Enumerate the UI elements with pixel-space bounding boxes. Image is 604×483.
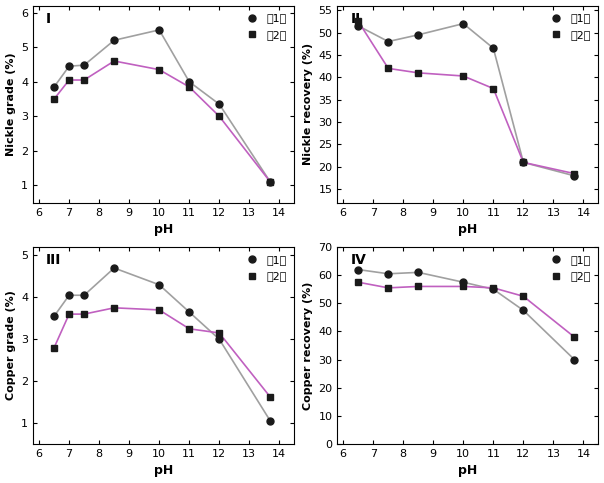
第1组 [415,270,422,275]
Legend: 第1组, 第2组: 第1组, 第2组 [239,253,289,284]
第2组 [216,330,223,336]
第1组 [80,62,88,68]
Line: 第2组: 第2组 [51,305,274,400]
Legend: 第1组, 第2组: 第1组, 第2组 [542,11,593,43]
X-axis label: pH: pH [154,465,173,477]
第1组 [520,159,527,165]
第1组 [460,279,467,285]
第2组 [65,311,72,317]
Y-axis label: Nickle recovery (%): Nickle recovery (%) [303,43,313,165]
第1组 [267,418,274,424]
X-axis label: pH: pH [458,223,477,236]
Legend: 第1组, 第2组: 第1组, 第2组 [239,11,289,43]
第1组 [111,265,118,271]
第1组 [571,357,578,363]
第1组 [385,39,392,44]
第1组 [185,309,193,315]
Line: 第2组: 第2组 [355,18,577,177]
第2组 [355,18,362,24]
第1组 [355,267,362,272]
第2组 [216,114,223,119]
第1组 [185,79,193,85]
第2组 [415,70,422,76]
第2组 [490,285,497,291]
第2组 [520,293,527,299]
第1组 [385,271,392,277]
Line: 第1组: 第1组 [51,265,274,425]
第1组 [415,32,422,38]
Line: 第1组: 第1组 [355,20,578,179]
第2组 [185,326,193,332]
X-axis label: pH: pH [458,465,477,477]
Y-axis label: Copper recovery (%): Copper recovery (%) [303,282,313,410]
第2组 [460,284,467,289]
第2组 [51,96,58,102]
Legend: 第1组, 第2组: 第1组, 第2组 [542,253,593,284]
Line: 第1组: 第1组 [51,27,274,185]
第1组 [355,23,362,29]
第1组 [520,308,527,313]
第1组 [156,27,163,33]
第2组 [111,305,118,311]
Line: 第2组: 第2组 [355,279,577,340]
第1组 [216,336,223,342]
第2组 [490,85,497,91]
X-axis label: pH: pH [154,223,173,236]
Line: 第1组: 第1组 [355,266,578,363]
第2组 [156,307,163,313]
第1组 [111,37,118,43]
第2组 [571,334,578,340]
第2组 [267,394,274,400]
第1组 [267,179,274,185]
Y-axis label: Nickle grade (%): Nickle grade (%) [5,52,16,156]
第1组 [460,21,467,27]
Text: I: I [46,12,51,26]
第2组 [355,279,362,285]
第2组 [51,345,58,351]
第1组 [51,313,58,319]
第1组 [216,101,223,107]
第1组 [571,173,578,179]
第2组 [80,311,88,317]
第1组 [156,282,163,288]
第2组 [111,58,118,64]
第2组 [80,77,88,83]
第1组 [80,292,88,298]
Text: IV: IV [350,253,366,267]
第2组 [520,159,527,165]
第2组 [415,284,422,289]
Line: 第2组: 第2组 [51,58,274,185]
Text: II: II [350,12,361,26]
第2组 [571,170,578,176]
第1组 [490,45,497,51]
第2组 [385,285,392,291]
Y-axis label: Copper grade (%): Copper grade (%) [5,291,16,400]
第2组 [185,84,193,90]
第1组 [65,292,72,298]
第1组 [51,84,58,90]
第2组 [460,73,467,79]
第2组 [65,77,72,83]
第1组 [490,286,497,292]
第1组 [65,63,72,69]
第2组 [267,179,274,185]
第2组 [385,66,392,71]
Text: III: III [46,253,62,267]
第2组 [156,67,163,72]
